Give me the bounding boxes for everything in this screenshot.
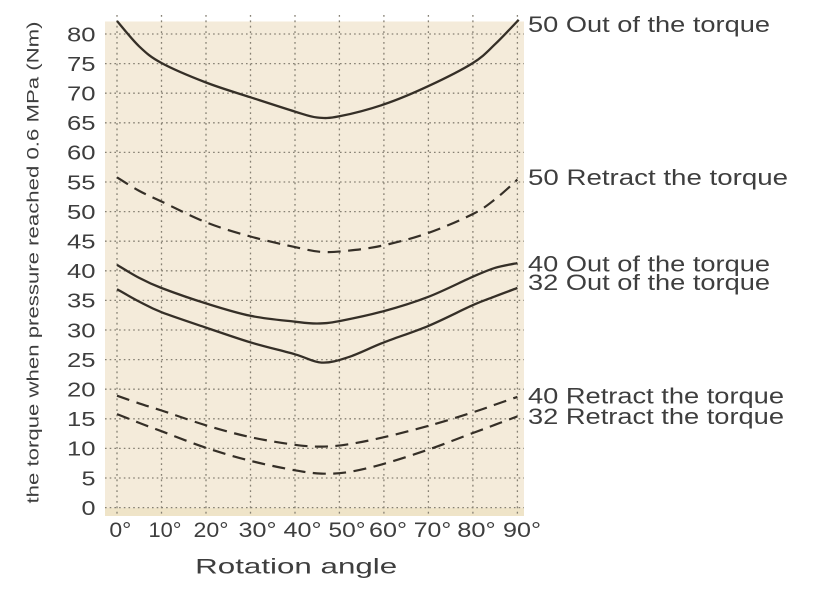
svg-text:40°: 40°: [284, 519, 322, 542]
svg-text:60: 60: [67, 143, 96, 165]
svg-text:32 Out of the torque: 32 Out of the torque: [528, 270, 770, 295]
svg-text:70°: 70°: [414, 519, 452, 542]
svg-text:0°: 0°: [109, 519, 131, 542]
svg-text:30°: 30°: [239, 519, 277, 542]
svg-text:80: 80: [67, 24, 96, 46]
svg-text:40: 40: [67, 261, 96, 283]
svg-text:20: 20: [67, 380, 96, 402]
svg-text:65: 65: [67, 113, 96, 135]
svg-text:15: 15: [67, 409, 96, 431]
svg-text:20°: 20°: [194, 519, 229, 542]
svg-text:80°: 80°: [457, 519, 496, 542]
svg-text:30: 30: [67, 320, 96, 342]
svg-text:5: 5: [82, 468, 96, 490]
svg-text:50: 50: [67, 202, 96, 224]
svg-text:32 Retract the torque: 32 Retract the torque: [528, 404, 784, 429]
svg-text:50 Out of the torque: 50 Out of the torque: [528, 12, 770, 37]
svg-text:25: 25: [67, 350, 96, 372]
svg-text:10°: 10°: [149, 519, 182, 542]
svg-text:10: 10: [67, 439, 96, 461]
svg-text:55: 55: [67, 172, 96, 194]
svg-text:70: 70: [67, 84, 96, 106]
svg-text:75: 75: [67, 54, 96, 76]
svg-text:the torque when pressure reach: the torque when pressure reached 0.6 MPa…: [24, 22, 43, 504]
svg-text:40 Retract the torque: 40 Retract the torque: [528, 384, 784, 409]
svg-text:50°: 50°: [329, 519, 366, 542]
svg-text:35: 35: [67, 291, 96, 313]
svg-text:40 Out of the torque: 40 Out of the torque: [528, 251, 770, 276]
svg-text:50 Retract the torque: 50 Retract the torque: [528, 165, 788, 190]
svg-text:0: 0: [82, 498, 96, 520]
svg-text:60°: 60°: [369, 519, 407, 542]
svg-text:45: 45: [67, 232, 96, 254]
svg-text:Rotation angle: Rotation angle: [195, 556, 397, 579]
svg-text:90°: 90°: [503, 519, 541, 542]
